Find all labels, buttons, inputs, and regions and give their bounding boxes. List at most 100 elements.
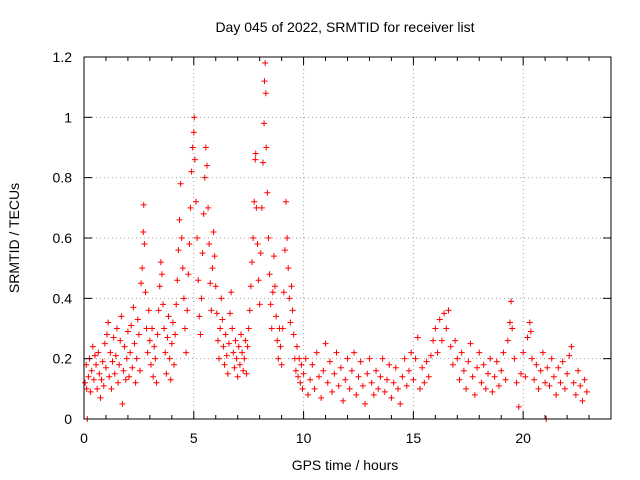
- x-tick-label: 20: [515, 430, 531, 446]
- data-point: [264, 189, 271, 196]
- data-point: [165, 313, 172, 320]
- data-point: [344, 355, 351, 362]
- data-point: [108, 385, 115, 392]
- data-point: [577, 382, 584, 389]
- data-point: [557, 379, 564, 386]
- data-point: [564, 370, 571, 377]
- data-point: [531, 376, 538, 383]
- data-point: [331, 370, 338, 377]
- data-point: [270, 253, 277, 260]
- data-point: [315, 373, 322, 380]
- data-point: [368, 379, 375, 386]
- data-point: [515, 403, 522, 410]
- data-point: [101, 340, 108, 347]
- axis-ticks: [83, 56, 611, 420]
- data-point: [517, 370, 524, 377]
- data-point: [410, 376, 417, 383]
- data-point: [443, 325, 450, 332]
- data-point: [161, 325, 168, 332]
- data-point: [313, 349, 320, 356]
- data-point: [262, 60, 269, 67]
- data-point: [568, 343, 575, 350]
- x-tick-label: 5: [190, 430, 198, 446]
- data-point: [441, 310, 448, 317]
- data-point: [373, 367, 380, 374]
- data-point: [548, 355, 555, 362]
- data-point: [201, 174, 208, 181]
- data-point: [302, 355, 309, 362]
- data-point: [297, 379, 304, 386]
- y-tick-label: 0.8: [53, 170, 73, 186]
- data-point: [142, 289, 149, 296]
- data-point: [419, 364, 426, 371]
- data-point: [164, 334, 171, 341]
- data-point: [267, 301, 274, 308]
- data-point: [106, 373, 113, 380]
- data-point: [252, 150, 259, 157]
- data-point: [156, 283, 163, 290]
- data-point: [127, 349, 134, 356]
- data-point: [207, 280, 214, 287]
- data-point: [143, 325, 150, 332]
- data-point: [139, 265, 146, 272]
- data-point: [95, 349, 102, 356]
- data-point: [230, 349, 237, 356]
- data-point: [279, 325, 286, 332]
- data-point: [555, 364, 562, 371]
- data-point: [469, 373, 476, 380]
- data-point: [491, 373, 498, 380]
- data-point: [218, 295, 225, 302]
- data-point: [227, 310, 234, 317]
- data-point: [128, 322, 135, 329]
- data-point: [544, 364, 551, 371]
- data-point: [384, 376, 391, 383]
- data-point: [333, 349, 340, 356]
- data-point: [421, 379, 428, 386]
- data-point: [97, 394, 104, 401]
- data-point: [524, 334, 531, 341]
- data-point: [309, 361, 316, 368]
- data-point: [320, 367, 327, 374]
- data-point: [104, 331, 111, 338]
- data-point: [509, 325, 516, 332]
- data-point: [535, 385, 542, 392]
- data-point: [423, 358, 430, 365]
- data-point: [175, 247, 182, 254]
- data-point: [202, 144, 209, 151]
- data-point: [485, 370, 492, 377]
- data-point: [508, 298, 515, 305]
- data-point: [99, 358, 106, 365]
- data-point: [154, 331, 161, 338]
- data-point: [87, 388, 94, 395]
- data-point: [288, 283, 295, 290]
- y-tick-label: 1: [64, 109, 72, 125]
- data-point: [168, 340, 175, 347]
- data-point: [480, 361, 487, 368]
- data-point: [90, 376, 97, 383]
- data-point: [414, 334, 421, 341]
- data-point: [284, 235, 291, 241]
- data-point: [247, 283, 254, 290]
- data-point: [203, 162, 210, 169]
- y-tick-label: 0.2: [53, 351, 73, 367]
- data-point: [133, 355, 140, 362]
- data-point: [357, 358, 364, 365]
- data-point: [436, 316, 443, 323]
- data-point: [245, 325, 252, 332]
- data-point: [111, 370, 118, 377]
- data-point: [216, 355, 223, 362]
- x-tick-labels: 0 5 10 15 20: [80, 430, 531, 446]
- data-point: [502, 376, 509, 383]
- data-point: [138, 280, 145, 287]
- data-point: [447, 343, 454, 350]
- data-point: [190, 129, 197, 136]
- data-point: [559, 358, 566, 365]
- data-point: [220, 343, 227, 350]
- data-point: [256, 301, 263, 308]
- data-point: [324, 379, 331, 386]
- grid: [84, 57, 611, 419]
- data-point: [295, 373, 302, 380]
- data-point: [229, 325, 236, 332]
- data-point: [454, 355, 461, 362]
